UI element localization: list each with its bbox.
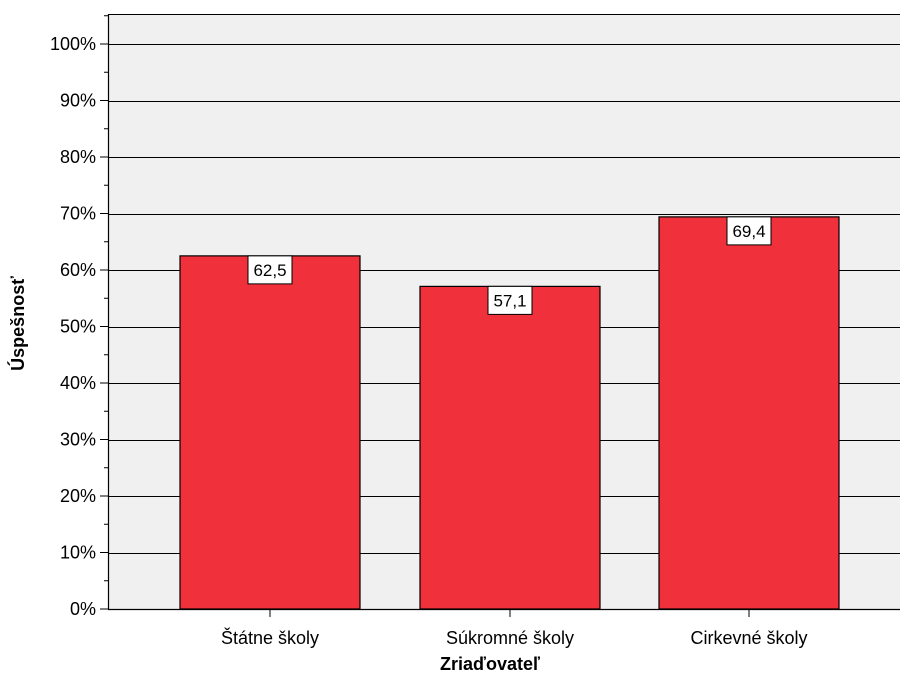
data-label: 62,5	[247, 255, 293, 285]
x-tick-label: Súkromné školy	[446, 628, 574, 648]
data-label: 57,1	[487, 285, 533, 315]
y-tick-label: 60%	[60, 260, 96, 280]
x-tick-label: Cirkevné školy	[690, 628, 807, 648]
y-tick-label: 40%	[60, 373, 96, 393]
x-tick-label: Štátne školy	[221, 627, 319, 648]
bar	[179, 255, 361, 610]
data-label-text: 57,1	[493, 291, 526, 310]
y-tick-label: 0%	[70, 599, 96, 619]
x-axis-title: Zriaďovateľ	[440, 654, 540, 674]
data-labels: 62,5 57,1 69,4	[247, 216, 772, 315]
data-label-text: 69,4	[732, 222, 765, 241]
y-tick-label: 70%	[60, 204, 96, 224]
y-tick-label: 100%	[50, 34, 96, 54]
bars	[179, 216, 840, 610]
data-label-text: 62,5	[253, 261, 286, 280]
y-tick-label: 80%	[60, 147, 96, 167]
axes: 0% 10% 20% 30% 40% 50% 60% 70% 80% 90% 100% Štátne …	[50, 14, 900, 648]
data-label: 69,4	[726, 216, 772, 246]
y-tick-label: 30%	[60, 430, 96, 450]
data-label-box	[247, 255, 293, 285]
y-tick-label: 90%	[60, 91, 96, 111]
y-tick-label: 20%	[60, 486, 96, 506]
y-tick-label: 10%	[60, 543, 96, 563]
data-label-box	[726, 216, 772, 246]
bar	[658, 216, 840, 610]
y-tick-label: 50%	[60, 317, 96, 337]
y-axis-title: Úspešnosť	[7, 276, 28, 371]
data-label-box	[487, 285, 533, 315]
bar	[419, 285, 601, 610]
